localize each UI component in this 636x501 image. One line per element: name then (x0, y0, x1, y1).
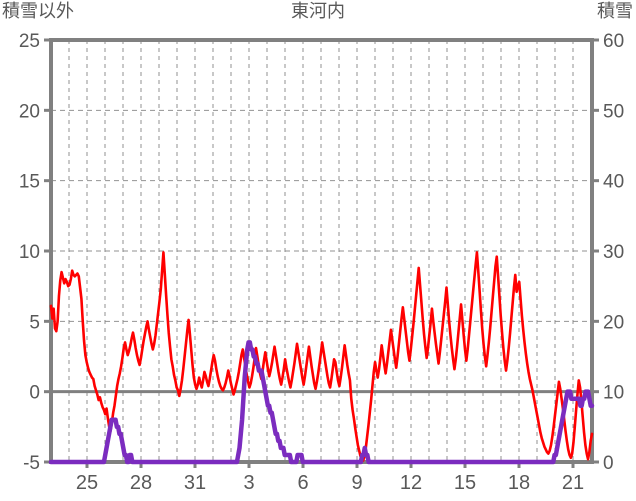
svg-text:15: 15 (19, 172, 40, 193)
gridlines (51, 40, 592, 462)
svg-text:9: 9 (351, 472, 362, 494)
svg-text:12: 12 (400, 472, 422, 494)
svg-text:20: 20 (603, 312, 624, 333)
svg-text:31: 31 (184, 472, 206, 494)
right-axis-title: 積雪 (597, 1, 633, 21)
svg-text:0: 0 (29, 383, 40, 404)
page-title: 東河内 (291, 1, 345, 21)
svg-text:60: 60 (603, 31, 624, 52)
svg-text:15: 15 (454, 472, 476, 494)
svg-text:21: 21 (562, 472, 584, 494)
svg-text:25: 25 (19, 31, 40, 52)
svg-text:5: 5 (29, 312, 40, 333)
series-line-snow (48, 340, 595, 465)
svg-text:50: 50 (603, 101, 624, 122)
svg-text:0: 0 (603, 453, 614, 474)
svg-text:3: 3 (243, 472, 254, 494)
series-line-temperature (49, 251, 594, 462)
axis-tick-labels: -5 0 5 10 15 20 25 0 10 20 30 40 50 60 25 28 31 3 6 9 12 15 18… (19, 31, 624, 494)
svg-text:40: 40 (603, 172, 624, 193)
data-series (48, 251, 595, 465)
svg-text:10: 10 (603, 383, 624, 404)
svg-text:6: 6 (297, 472, 308, 494)
svg-text:18: 18 (508, 472, 530, 494)
svg-text:30: 30 (603, 242, 624, 263)
svg-text:-5: -5 (23, 453, 40, 474)
left-axis-title: 積雪以外 (2, 1, 74, 21)
svg-text:10: 10 (19, 242, 40, 263)
svg-text:25: 25 (76, 472, 98, 494)
svg-text:28: 28 (130, 472, 152, 494)
svg-text:20: 20 (19, 101, 40, 122)
